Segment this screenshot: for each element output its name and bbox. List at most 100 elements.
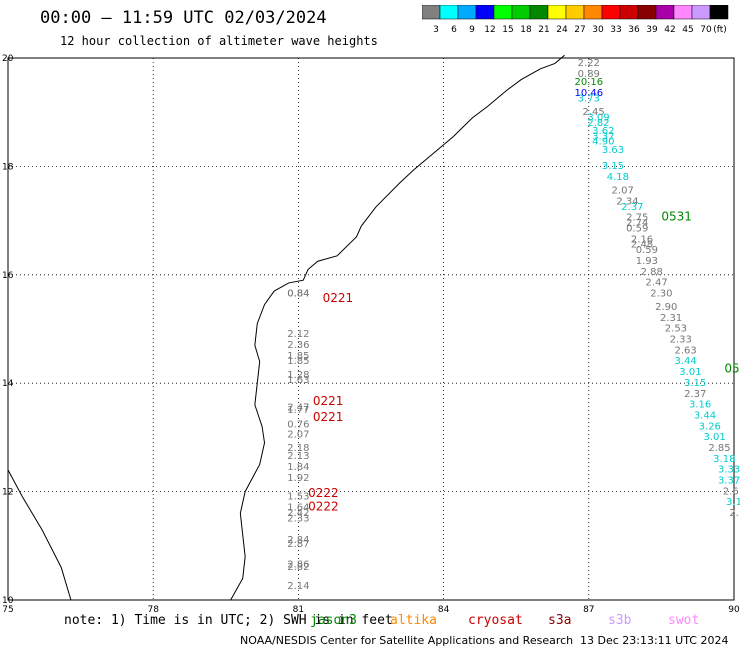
colorbar-tick: 33 [610,25,621,35]
colorbar-tick: 27 [574,25,585,35]
wave-height-label: 2.22 [578,58,600,69]
colorbar-unit: (ft) [713,25,727,35]
wave-height-label: 3.15 [684,378,706,389]
colorbar-tick: 24 [556,25,568,35]
pass-time-label: 0531 [661,210,692,224]
legend-cryosat: cryosat [468,613,523,628]
wave-height-label: 3.16 [689,400,711,411]
colorbar-tick: 3 [433,25,439,35]
wave-height-label: 3.37 [718,475,740,486]
wave-height-label: 3.18 [713,454,735,465]
wave-height-label: 20.16 [574,77,603,88]
colorbar-tick: 15 [502,25,513,35]
wave-height-label: 2.75 [626,213,648,224]
wave-height-label: 2.33 [287,513,309,524]
wave-height-label: 4.90 [592,137,614,148]
wave-height-label: 3.09 [587,112,609,123]
wave-height-label: 3.44 [674,356,696,367]
wave-height-label: 2.87 [287,539,309,550]
wave-height-label: 2.53 [665,324,687,335]
colorbar-tick: 21 [538,25,549,35]
wave-height-label: 2.45 [583,107,605,118]
wave-height-label: 2.14 [287,581,309,592]
x-tick-label: 90 [728,605,740,615]
wave-height-label: 2.42 [287,508,309,519]
wave-height-label: 2.63 [674,345,696,356]
wave-height-label: 2.18 [287,443,309,454]
wave-height-label: 3.01 [704,432,726,443]
wave-height-label: 2.86 [287,559,309,570]
wave-height-label: 1.64 [287,503,309,514]
wave-height-label: 2.84 [287,535,309,546]
wave-height-label: 3.1 [726,497,740,508]
color-scale-legend: 3 6 9 12 15 18 21 24 27 30 33 36 39 42 45 70 (ft) [422,5,729,35]
wave-height-label: 2.13 [287,451,309,462]
x-tick-label: 75 [2,605,13,615]
x-tick-label: 81 [293,605,304,615]
coastline-india-west [7,469,72,601]
footer-date: 13 Dec 23:13:11 UTC 2024 [580,634,729,647]
wave-height-label: 1.85 [287,356,309,367]
pass-time-label: 05 [724,361,739,375]
wave-height-label: 1.63 [287,375,309,386]
wave-height-label: 2.82 [587,118,609,129]
wave-height-label: 3.33 [718,465,740,476]
colorbar-tick: 18 [520,25,532,35]
colorbar-tick: 36 [628,25,640,35]
colorbar-tick: 30 [592,25,604,35]
wave-height-label: 1.28 [287,370,309,381]
wave-height-label: 2.85 [708,443,730,454]
wave-height-label: 2.47 [287,402,309,413]
colorbar-tick: 42 [664,25,675,35]
legend-s3a: s3a [548,613,572,628]
wave-height-label: 2.07 [612,186,634,197]
wave-height-label: 1.53 [287,492,309,503]
x-tick-label: 78 [147,605,159,615]
pass-time-label: 0221 [313,394,344,408]
pass-time-label: 0221 [323,291,354,305]
wave-height-label: 2.82 [287,562,309,573]
wave-height-label: 10.46 [574,88,603,99]
pass-time-label: 0221 [313,410,344,424]
footer-credit: NOAA/NESDIS Center for Satellite Applica… [240,634,574,647]
wave-height-label: 2.47 [645,278,667,289]
wave-height-label: 2.31 [660,313,682,324]
wave-height-label: 2.48 [631,240,653,251]
y-tick-label: 20 [2,54,14,64]
legend-swot: swot [668,613,700,628]
wave-height-label: 4.18 [607,172,629,183]
wave-height-label: 2.07 [287,429,309,440]
x-tick-label: 87 [583,605,594,615]
wave-height-label: 1.93 [636,256,658,267]
x-tick-label: 84 [438,605,450,615]
wave-height-label: 2.88 [641,267,663,278]
wave-height-label: 1.85 [287,351,309,362]
colorbar-tick: 6 [451,25,457,35]
wave-height-label: 0.76 [287,420,309,431]
wave-height-label: 3.73 [578,93,600,104]
wave-height-label: 0.84 [287,288,309,299]
wave-height-label: 2.37 [684,389,706,400]
wave-height-label: 2. [729,508,739,519]
colorbar-tick: 39 [646,25,658,35]
wave-height-label: 2.61 [723,486,740,497]
wave-height-label: 2.90 [655,302,677,313]
y-tick-label: 12 [2,488,13,498]
wave-height-label: 2.34 [616,196,638,207]
wave-height-label: 2.37 [621,202,643,213]
wave-height-label: 3.26 [699,421,721,432]
wave-height-label: 3.37 [592,131,614,142]
pass-time-label: 0222 [308,486,339,500]
y-tick-label: 18 [2,162,14,172]
legend-altika: altika [390,613,437,628]
colorbar-tick: 12 [484,25,495,35]
wave-height-label: 2.16 [631,234,653,245]
pass-time-label: 0222 [308,500,339,514]
wave-height-label: 3.62 [592,126,614,137]
wave-height-label: 1.92 [287,473,309,484]
chart-title: 00:00 – 11:59 UTC 02/03/2024 [40,8,327,28]
colorbar-tick: 45 [682,25,693,35]
y-tick-label: 14 [2,379,14,389]
chart-subtitle: 12 hour collection of altimeter wave hei… [60,34,378,48]
footer-note: note: 1) Time is in UTC; 2) SWH is in fe… [64,613,393,628]
